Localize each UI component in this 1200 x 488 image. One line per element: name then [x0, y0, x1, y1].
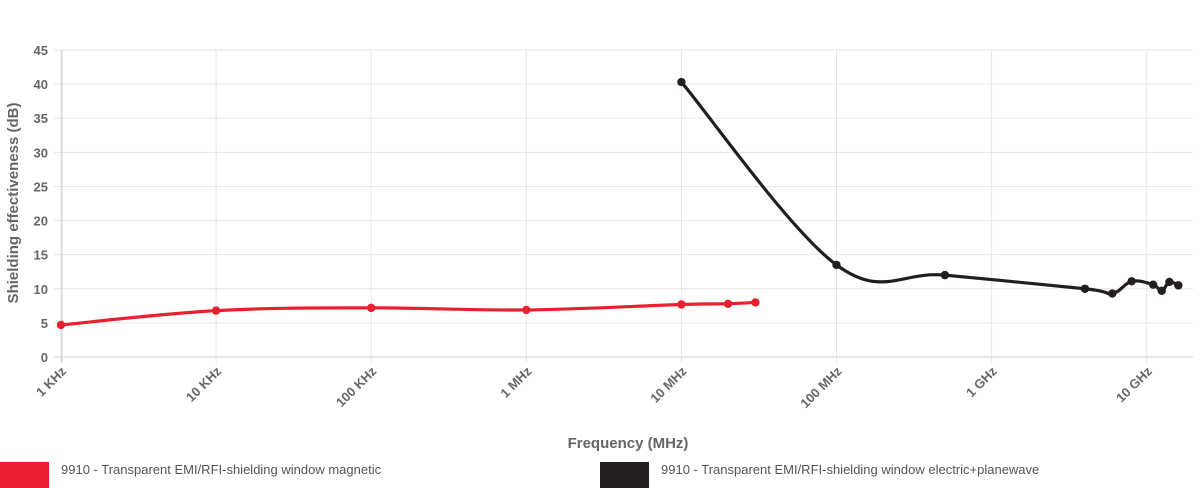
data-point: [1174, 281, 1183, 290]
x-tick-label: 1 KHz: [33, 363, 69, 399]
y-axis-label: Shielding effectiveness (dB): [5, 103, 22, 304]
data-point: [1148, 280, 1158, 289]
data-point: [1157, 286, 1166, 296]
y-tick-label: 25: [34, 179, 48, 194]
data-point: [211, 306, 221, 315]
series-points: [56, 77, 1183, 330]
legend-item-magnetic[interactable]: 9910 - Transparent EMI/RFI-shielding win…: [0, 462, 381, 488]
x-tick-label: 100 MHz: [797, 363, 845, 411]
y-tick-label: 10: [34, 282, 48, 297]
legend-swatch: [0, 462, 49, 488]
x-axis-label: Frequency (MHz): [568, 435, 689, 452]
x-tick-label: 100 KHz: [333, 363, 380, 410]
data-point: [940, 270, 950, 280]
y-tick-label: 35: [34, 111, 48, 126]
y-tick-label: 20: [34, 214, 48, 229]
x-tick-label: 1 GHz: [963, 363, 1000, 400]
y-tick-label: 45: [34, 43, 48, 58]
y-tick-label: 15: [34, 248, 48, 263]
y-tick-label: 40: [34, 77, 48, 92]
data-point: [751, 298, 760, 307]
legend-swatch: [600, 462, 649, 488]
data-point: [522, 305, 531, 315]
data-point: [1080, 284, 1090, 293]
data-point: [1108, 289, 1117, 298]
y-tick-label: 30: [34, 145, 48, 160]
x-tick-label: 10 GHz: [1113, 363, 1155, 405]
series-line: [59, 300, 758, 327]
shielding-chart: 0 5 10 15 20 25 30 35 40 45 1 KHz 10 KHz 100 KHz 1 M…: [5, 43, 1193, 452]
data-point: [832, 260, 841, 270]
x-tick-label: 10 KHz: [183, 363, 225, 405]
legend-label: 9910 - Transparent EMI/RFI-shielding win…: [661, 462, 1040, 477]
series-line: [679, 80, 1180, 296]
grid: [54, 49, 1193, 363]
x-tick-label: 1 MHz: [497, 363, 535, 401]
x-axis-ticks: 1 KHz 10 KHz 100 KHz 1 MHz 10 MHz 100 MHz 1 GH…: [33, 363, 1155, 411]
y-tick-label: 5: [41, 316, 48, 331]
y-axis-ticks: 0 5 10 15 20 25 30 35 40 45: [34, 43, 48, 365]
legend-label: 9910 - Transparent EMI/RFI-shielding win…: [61, 462, 382, 477]
data-point: [1127, 277, 1136, 286]
data-point: [723, 299, 733, 308]
data-point: [677, 300, 686, 309]
data-point: [677, 77, 686, 87]
data-point: [56, 320, 66, 330]
x-tick-label: 10 MHz: [647, 363, 690, 406]
data-point: [1165, 277, 1174, 287]
y-tick-label: 0: [41, 350, 48, 365]
legend-item-electric-planewave[interactable]: 9910 - Transparent EMI/RFI-shielding win…: [600, 462, 1039, 488]
data-point: [367, 303, 376, 313]
